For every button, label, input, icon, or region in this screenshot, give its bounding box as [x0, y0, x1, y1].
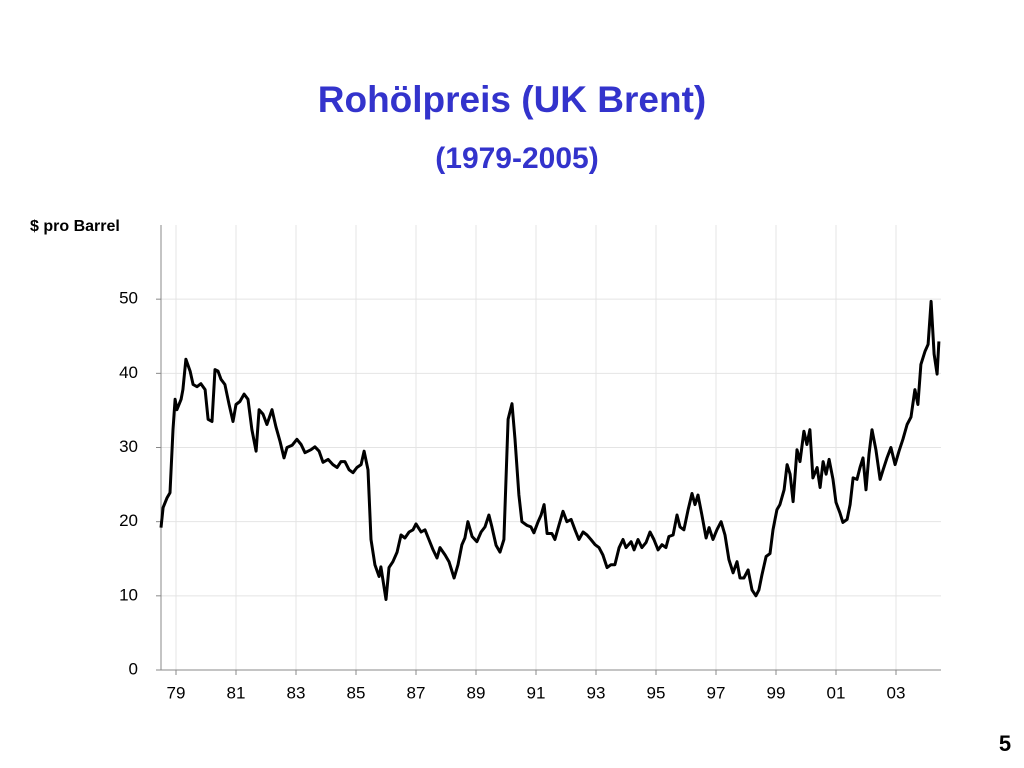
x-tick-label: 87 [407, 683, 426, 702]
y-tick-label: 20 [119, 511, 138, 530]
price-line [159, 299, 941, 601]
x-tick-label: 85 [347, 683, 366, 702]
x-tick-label: 81 [227, 683, 246, 702]
x-tick-label: 97 [707, 683, 726, 702]
x-tick-label: 93 [587, 683, 606, 702]
x-tick-label: 79 [167, 683, 186, 702]
x-tick-label: 95 [647, 683, 666, 702]
y-tick-label: 10 [119, 585, 138, 604]
y-axis-label: $ pro Barrel [30, 218, 120, 235]
chart-subtitle: (1979-2005) [435, 142, 598, 175]
page-number: 5 [999, 731, 1011, 756]
x-tick-label: 83 [287, 683, 306, 702]
y-tick-label: 30 [119, 437, 138, 456]
y-tick-label: 40 [119, 363, 138, 382]
x-tick-label: 89 [467, 683, 486, 702]
y-tick-label: 0 [129, 659, 138, 678]
grid [161, 225, 941, 671]
x-tick-label: 01 [827, 683, 846, 702]
x-tick-label: 91 [527, 683, 546, 702]
y-tick-label: 50 [119, 289, 138, 308]
chart-title: Rohölpreis (UK Brent) [318, 79, 707, 120]
x-tick-label: 99 [767, 683, 786, 702]
x-tick-label: 03 [887, 683, 906, 702]
